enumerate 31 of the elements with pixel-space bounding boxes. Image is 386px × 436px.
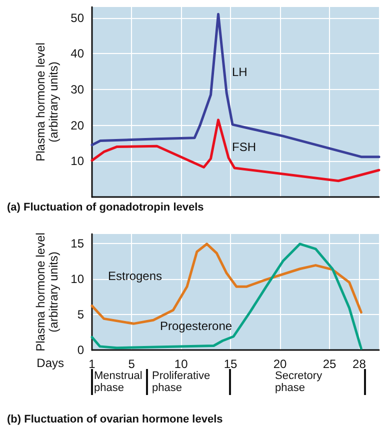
y-tick-label: 15 <box>70 236 84 250</box>
line-series <box>90 12 380 158</box>
line-series <box>90 242 362 350</box>
series-label: Estrogens <box>108 269 162 283</box>
y-tick-label: 40 <box>70 46 84 61</box>
x-tick-label: 5 <box>128 357 136 371</box>
y-tick-label: 30 <box>70 82 84 96</box>
x-tick-label: 1 <box>88 357 96 371</box>
x-tick-label: 28 <box>352 357 366 371</box>
text: Secretory phase <box>275 370 324 394</box>
text: Menstrual phase <box>94 370 142 394</box>
y-axis-title: Plasma hormone level (arbitrary units) <box>33 42 60 162</box>
x-tick-label: 15 <box>224 357 238 371</box>
y-tick-label: 10 <box>70 272 84 286</box>
y-axis-title: Plasma hormone level (arbitrary units) <box>33 232 60 352</box>
text: (b) Fluctuation of ovarian hormone levels <box>7 414 223 426</box>
series-label: Progesterone <box>160 319 232 333</box>
series-label: FSH <box>232 140 256 154</box>
line-series <box>90 118 380 182</box>
x-tick-label: 25 <box>322 357 337 371</box>
y-tick-label: 5 <box>77 307 84 322</box>
y-tick-label: 0 <box>77 343 84 357</box>
x-tick-label: 20 <box>273 357 288 371</box>
x-tick-label: 10 <box>174 357 188 371</box>
y-tick-label: 50 <box>70 10 84 25</box>
y-tick-label: 20 <box>70 118 84 132</box>
y-tick-label: 10 <box>70 154 84 168</box>
text: Proliferative phase <box>152 370 212 394</box>
series-label: LH <box>232 65 248 79</box>
text: (a) Fluctuation of gonadotropin levels <box>7 202 204 214</box>
x-axis-title: Days <box>36 356 64 370</box>
